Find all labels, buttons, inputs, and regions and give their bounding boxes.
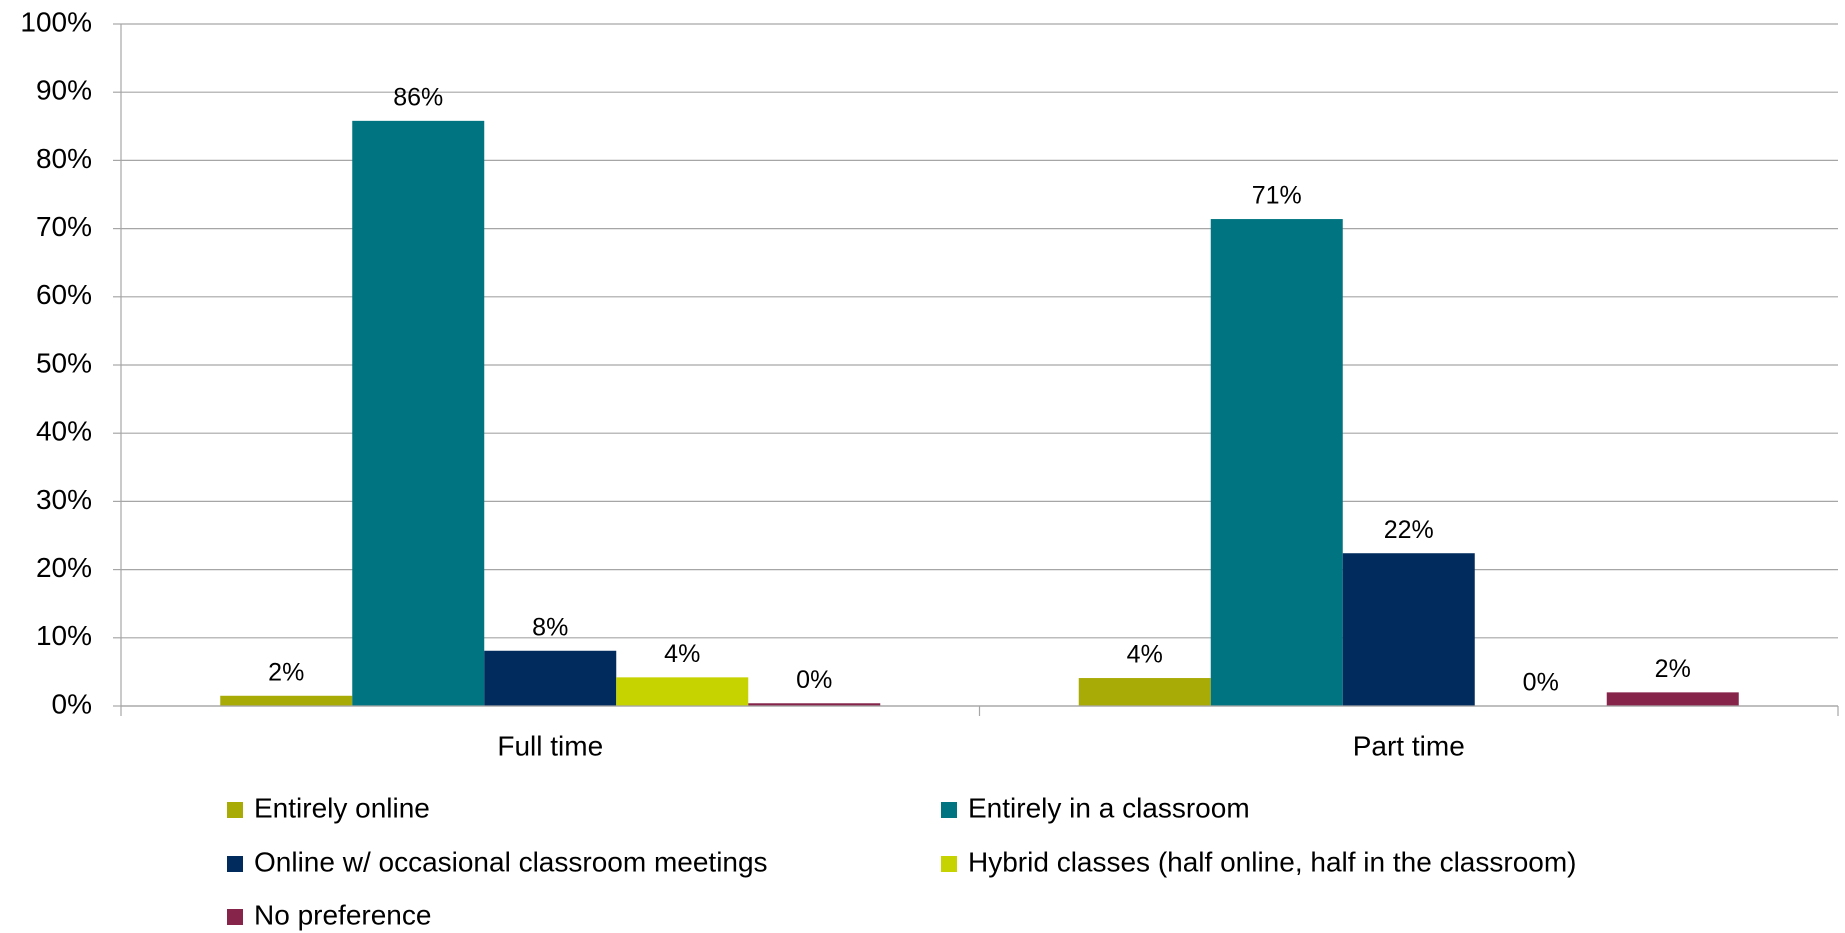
bar — [748, 703, 881, 706]
y-tick-label: 0% — [52, 688, 92, 719]
bar — [352, 120, 485, 707]
value-label: 4% — [1127, 641, 1163, 669]
bar — [1342, 553, 1475, 706]
legend-swatch — [941, 802, 957, 818]
value-label: 2% — [268, 658, 304, 686]
value-label: 0% — [1523, 669, 1559, 697]
legend-swatch — [227, 802, 243, 818]
bar — [220, 695, 353, 706]
y-tick-label: 30% — [36, 484, 92, 515]
y-tick-label: 100% — [20, 6, 92, 37]
x-tick-label: Part time — [1353, 730, 1465, 761]
legend-label: No preference — [254, 899, 431, 930]
legend-swatch — [941, 856, 957, 872]
y-tick-label: 20% — [36, 552, 92, 583]
value-label: 8% — [532, 613, 568, 641]
legend-label: Entirely in a classroom — [968, 792, 1250, 823]
legend-label: Hybrid classes (half online, half in the… — [968, 846, 1576, 877]
value-label: 2% — [1655, 655, 1691, 683]
bar — [1606, 692, 1739, 706]
value-label: 22% — [1384, 516, 1434, 544]
legend-swatch — [227, 856, 243, 872]
legend-label: Entirely online — [254, 792, 430, 823]
y-tick-label: 50% — [36, 347, 92, 378]
value-label: 4% — [664, 640, 700, 668]
x-tick-label: Full time — [497, 730, 603, 761]
y-tick-label: 70% — [36, 211, 92, 242]
value-label: 71% — [1252, 182, 1302, 210]
y-tick-label: 60% — [36, 279, 92, 310]
y-tick-label: 40% — [36, 416, 92, 447]
legend-swatch — [227, 909, 243, 925]
bar — [1078, 678, 1211, 706]
value-label: 86% — [393, 83, 443, 111]
y-tick-label: 10% — [36, 620, 92, 651]
legend-label: Online w/ occasional classroom meetings — [254, 846, 768, 877]
bar — [484, 650, 617, 706]
y-tick-label: 80% — [36, 143, 92, 174]
bar — [616, 677, 749, 706]
value-label: 0% — [796, 666, 832, 694]
y-tick-label: 90% — [36, 75, 92, 106]
bar — [1210, 219, 1343, 706]
